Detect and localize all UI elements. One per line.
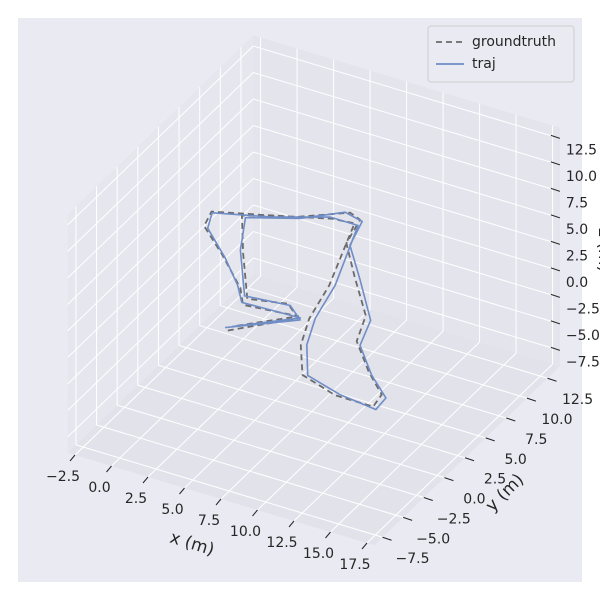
x-tick-label: −2.5: [46, 469, 80, 485]
grid-line: [253, 125, 561, 219]
tick-mark: [550, 320, 561, 325]
tick-mark: [464, 457, 475, 462]
x-tick-label: 15.0: [303, 546, 334, 562]
z-tick-label: 7.5: [566, 195, 588, 211]
grid-line: [111, 286, 298, 467]
grid-line: [253, 98, 561, 192]
grid-line: [67, 178, 254, 358]
tick-mark: [550, 134, 561, 139]
grid-line: [253, 45, 561, 139]
grid-line: [67, 125, 254, 305]
tick-mark: [288, 520, 295, 528]
tick-mark: [550, 214, 561, 219]
grid-line: [253, 257, 561, 351]
z-tick-label: 12.5: [566, 142, 597, 158]
tick-mark: [252, 509, 258, 517]
tick-mark: [485, 437, 495, 442]
y-tick-label: 12.5: [562, 392, 593, 408]
grid-line: [220, 319, 407, 500]
tick-mark: [547, 377, 557, 382]
x-tick-label: 12.5: [266, 535, 297, 551]
legend-label: traj: [472, 56, 496, 72]
z-tick-label: 0.0: [566, 275, 588, 291]
grid-line: [240, 285, 548, 379]
y-tick-label: −7.5: [396, 551, 430, 567]
grid-line: [257, 330, 444, 511]
grid-line: [67, 72, 254, 252]
tick-mark: [142, 476, 149, 484]
grid-line: [67, 151, 254, 332]
grid-line: [330, 352, 517, 533]
tick-mark: [361, 542, 368, 550]
x-tick-label: 2.5: [125, 491, 147, 507]
legend-box: [427, 25, 575, 83]
y-tick-label: 5.0: [505, 452, 527, 468]
tick-mark: [106, 465, 112, 473]
legend-label: groundtruth: [472, 34, 556, 50]
y-tick-label: −5.0: [416, 531, 450, 547]
grid-line: [178, 344, 486, 439]
trajectory-line: [206, 211, 387, 411]
x-tick-label: 5.0: [161, 502, 183, 518]
tick-mark: [506, 417, 516, 422]
z-tick-label: 2.5: [566, 248, 588, 264]
tick-mark: [550, 293, 561, 298]
y-tick-label: 10.0: [541, 412, 572, 428]
grid-line: [117, 404, 424, 498]
z-tick-label: −5.0: [566, 328, 600, 344]
grid-line: [253, 151, 561, 245]
grid-line: [199, 325, 507, 419]
tick-mark: [550, 187, 561, 192]
grid-line: [253, 204, 561, 298]
grid-line: [366, 363, 553, 544]
tick-mark: [423, 497, 433, 501]
grid-line: [158, 364, 466, 459]
tick-mark: [382, 536, 392, 541]
x-tick-label: 10.0: [230, 524, 261, 540]
tick-mark: [550, 161, 561, 166]
tick-mark: [403, 516, 413, 521]
x-tick-label: 17.5: [339, 557, 370, 573]
grid-line: [74, 275, 261, 456]
grid-line: [67, 204, 254, 385]
grid-line: [96, 424, 404, 518]
y-tick-label: −2.5: [437, 511, 471, 527]
tick-mark: [526, 397, 537, 402]
legend: groundtruth traj: [427, 25, 575, 83]
y-tick-label: 2.5: [484, 472, 506, 488]
x-tick-label: 0.0: [88, 480, 110, 496]
tick-mark: [550, 346, 561, 351]
grid-line: [137, 384, 445, 479]
z-tick-label: 10.0: [566, 169, 597, 185]
z-axis-label: z (m): [594, 228, 600, 272]
grid-line: [253, 178, 561, 272]
tick-mark: [550, 240, 561, 245]
tick-mark: [179, 487, 185, 495]
y-tick-label: 7.5: [525, 432, 547, 448]
grid-line: [75, 444, 383, 538]
tick-mark: [550, 267, 561, 272]
grid-line: [293, 341, 480, 522]
grid-line: [67, 231, 254, 411]
left-pane: [67, 35, 254, 453]
tick-mark: [69, 454, 76, 462]
grid-line: [253, 231, 561, 325]
z-tick-label: −2.5: [566, 301, 600, 317]
tick-mark: [444, 477, 454, 482]
grid-line: [147, 297, 334, 478]
grid-line: [67, 45, 254, 226]
tick-mark: [215, 498, 222, 506]
x-tick-label: 7.5: [198, 513, 220, 529]
z-tick-label: −7.5: [566, 354, 600, 370]
grid-line: [253, 72, 561, 166]
y-tick-label: 0.0: [463, 492, 485, 508]
grid-line: [67, 98, 254, 279]
z-tick-label: 5.0: [566, 222, 588, 238]
grid-line: [184, 308, 371, 489]
grid-line: [67, 257, 254, 438]
tick-mark: [325, 531, 331, 539]
